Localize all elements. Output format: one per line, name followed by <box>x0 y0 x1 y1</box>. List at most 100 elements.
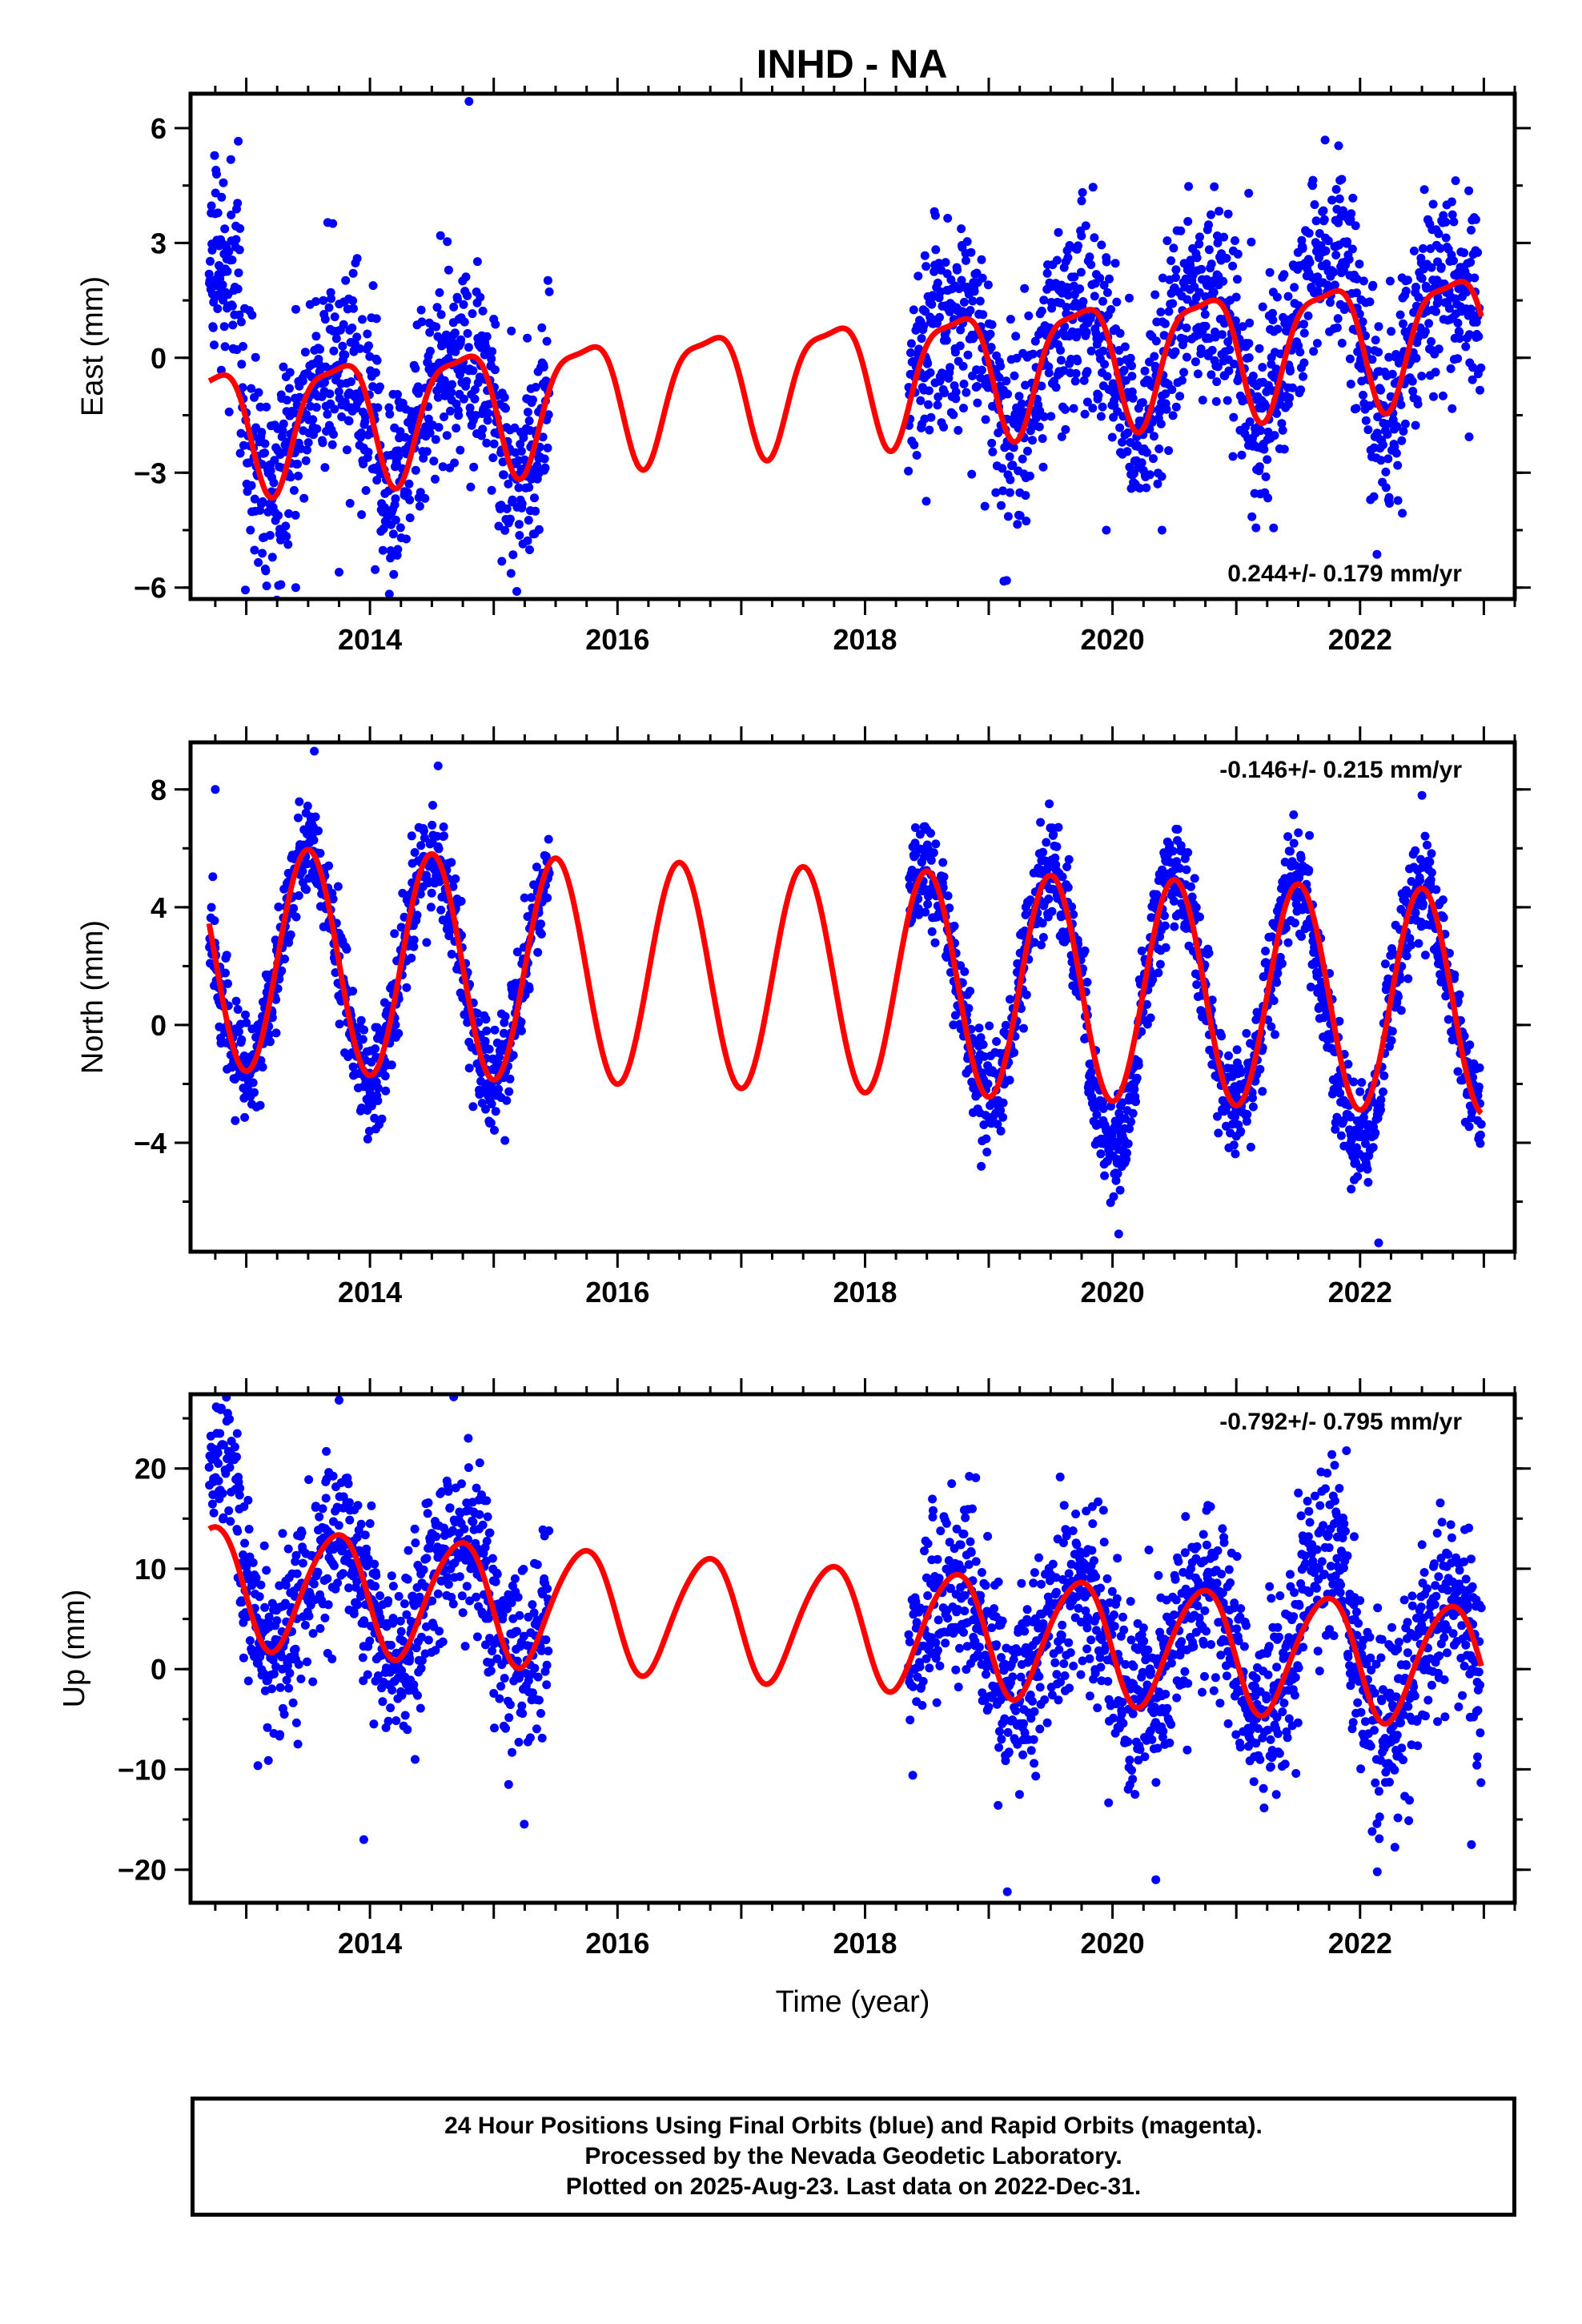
data-point <box>386 553 396 563</box>
data-point <box>1411 908 1420 918</box>
data-point <box>1256 426 1266 436</box>
data-point <box>1038 434 1047 444</box>
data-point <box>378 545 387 555</box>
data-point <box>1255 462 1264 472</box>
data-point <box>435 877 444 887</box>
data-point <box>446 406 455 416</box>
data-point <box>972 268 982 278</box>
data-point <box>1063 883 1073 892</box>
data-point <box>210 151 219 160</box>
data-point <box>420 826 428 836</box>
data-point <box>357 510 367 520</box>
data-point <box>1003 389 1013 399</box>
data-point <box>294 813 303 822</box>
data-point <box>393 390 402 399</box>
data-point <box>248 1078 258 1088</box>
data-point <box>347 1558 356 1568</box>
data-point <box>1236 1068 1246 1077</box>
data-point <box>337 412 347 421</box>
data-point <box>1014 392 1024 401</box>
data-point <box>1347 1136 1356 1145</box>
data-point <box>1052 842 1062 851</box>
data-point <box>1423 840 1431 850</box>
data-point <box>258 1063 267 1072</box>
data-point <box>424 879 433 887</box>
data-point <box>1449 256 1458 265</box>
data-point <box>1334 141 1343 151</box>
data-point <box>517 499 527 509</box>
data-point <box>1398 509 1407 518</box>
data-point <box>1184 182 1194 191</box>
data-point <box>1290 919 1299 927</box>
data-point <box>1355 259 1364 269</box>
data-point <box>476 292 485 302</box>
data-point <box>239 1653 248 1663</box>
x-tick-label: 2018 <box>833 1276 897 1309</box>
data-point <box>1408 387 1418 396</box>
data-point <box>1248 372 1258 380</box>
data-point <box>1086 260 1096 269</box>
data-point <box>294 891 303 900</box>
data-point <box>262 1566 271 1575</box>
data-point <box>432 322 441 332</box>
data-point <box>1098 296 1107 306</box>
data-point <box>1211 396 1221 406</box>
data-point <box>1476 1130 1485 1140</box>
data-point <box>534 525 544 534</box>
data-point <box>1374 322 1383 332</box>
data-point <box>1427 337 1436 346</box>
data-point <box>409 942 419 951</box>
data-point <box>1337 339 1347 348</box>
data-point <box>1474 332 1484 341</box>
data-point <box>312 424 322 433</box>
data-point <box>988 447 998 456</box>
data-point <box>320 1613 330 1622</box>
data-point <box>224 1506 234 1515</box>
data-point <box>1171 402 1181 412</box>
data-point <box>1098 402 1107 412</box>
data-point <box>1158 273 1167 283</box>
data-point <box>958 361 968 371</box>
data-point <box>327 294 335 304</box>
data-point <box>1175 863 1185 873</box>
data-point <box>422 1554 432 1563</box>
data-point <box>459 394 468 404</box>
data-point <box>348 987 358 996</box>
data-point <box>1099 280 1109 290</box>
data-point <box>1207 370 1216 380</box>
data-point <box>1268 308 1277 318</box>
data-point <box>1067 902 1077 911</box>
data-point <box>524 984 534 994</box>
data-point <box>1021 491 1030 501</box>
data-point <box>231 996 241 1006</box>
data-point <box>440 831 448 841</box>
data-point <box>1427 868 1436 878</box>
data-point <box>394 452 404 461</box>
data-point <box>227 255 237 265</box>
data-point <box>1002 576 1011 585</box>
data-point <box>235 1490 244 1500</box>
data-point <box>1125 293 1134 303</box>
data-point <box>460 317 469 327</box>
data-point <box>1304 866 1314 875</box>
data-point <box>329 346 339 356</box>
data-point <box>1431 368 1440 377</box>
data-point <box>259 1541 269 1550</box>
data-point <box>402 983 412 992</box>
data-point <box>358 1035 367 1044</box>
data-point <box>209 1508 219 1518</box>
data-point <box>377 1114 387 1124</box>
data-point <box>1305 258 1315 267</box>
data-point <box>1258 363 1267 372</box>
data-point <box>1331 185 1341 194</box>
data-point <box>1006 488 1014 497</box>
data-point <box>1015 511 1025 521</box>
data-point <box>324 303 334 312</box>
data-point <box>1138 398 1147 408</box>
data-point <box>909 305 918 315</box>
data-point <box>399 1636 408 1646</box>
data-point <box>251 352 260 362</box>
data-point <box>388 1614 398 1623</box>
data-point <box>293 1739 303 1749</box>
data-point <box>388 1582 398 1591</box>
